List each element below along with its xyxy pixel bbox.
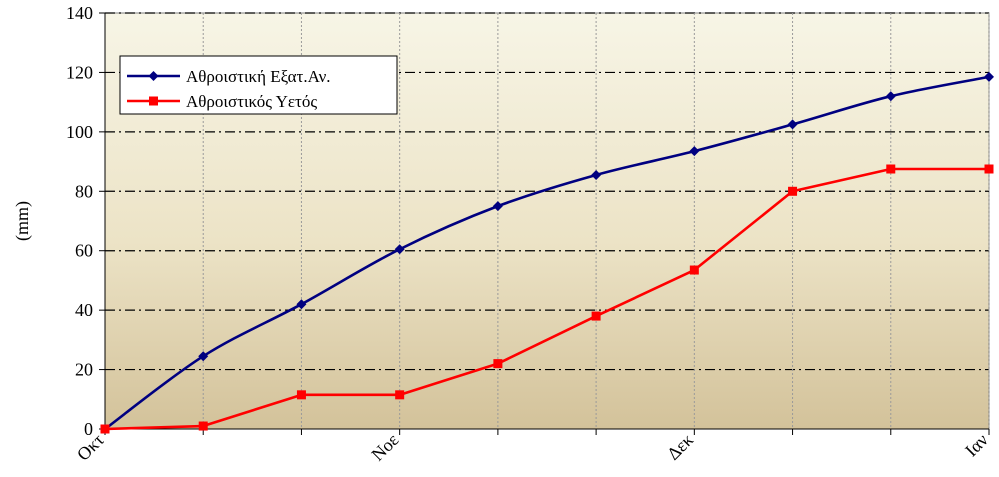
x-tick-label-3: Ιαν <box>961 430 992 461</box>
y-axis-ticks: 0 20 40 60 80 100 120 140 <box>66 3 105 439</box>
legend-box <box>119 55 398 115</box>
series-group <box>100 71 994 434</box>
x-tick-label-0: Οκτ <box>73 430 108 465</box>
y-tick-label-20: 20 <box>75 360 93 380</box>
series-0-point-9 <box>984 71 994 82</box>
series-1-point-0 <box>100 424 110 434</box>
series-1-point-6 <box>689 265 699 275</box>
x-tick-label-2: Δεκ <box>663 430 697 464</box>
series-1-point-3 <box>395 390 405 400</box>
x-tick-label-1: Νοε <box>367 429 402 464</box>
series-1-point-4 <box>493 359 503 369</box>
series-1-point-5 <box>591 311 601 321</box>
series-0-point-3 <box>394 244 405 255</box>
y-tick-label-60: 60 <box>75 241 93 261</box>
legend-swatch-marker-0 <box>148 71 159 81</box>
series-0-point-7 <box>787 119 798 130</box>
series-0-point-4 <box>492 201 503 212</box>
series-1-point-9 <box>984 164 994 174</box>
series-1-point-8 <box>886 164 896 174</box>
y-axis-title: (mm) <box>12 201 33 241</box>
series-0-point-2 <box>296 299 307 310</box>
series-1 <box>100 164 994 434</box>
series-0-line <box>104 75 990 431</box>
series-0-point-6 <box>689 146 700 157</box>
y-tick-label-40: 40 <box>75 300 93 320</box>
axes <box>104 13 989 430</box>
series-1-line <box>104 167 989 431</box>
legend-swatch-marker-1 <box>149 96 158 106</box>
y-tick-label-100: 100 <box>66 122 93 142</box>
x-axis-ticks: Οκτ Νοε Δεκ Ιαν <box>73 429 992 465</box>
gridlines <box>105 12 990 429</box>
y-tick-label-120: 120 <box>66 62 93 82</box>
legend-label-0: Αθροιστική Εξατ.Αν. <box>186 67 331 86</box>
series-0-point-5 <box>591 169 602 180</box>
legend-label-1: Αθροιστικός Υετός <box>186 92 317 111</box>
y-tick-label-140: 140 <box>66 3 93 23</box>
series-1-point-1 <box>198 421 208 431</box>
series-1-point-2 <box>296 390 306 400</box>
y-tick-label-80: 80 <box>75 181 93 201</box>
y-tick-label-0: 0 <box>84 419 93 439</box>
series-0-point-1 <box>198 351 209 362</box>
series-1-point-7 <box>788 186 798 196</box>
series-0-point-8 <box>885 91 896 102</box>
legend: Αθροιστική Εξατ.Αν. Αθροιστικός Υετός <box>119 55 398 115</box>
